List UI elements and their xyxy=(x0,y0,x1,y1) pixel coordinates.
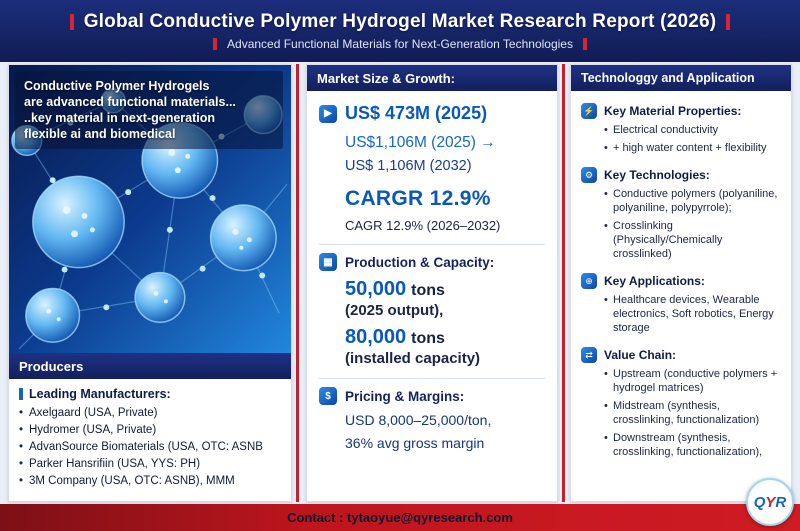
divider xyxy=(319,378,545,379)
logo-letter-r: R xyxy=(775,493,787,511)
flow-icon: ⇄ xyxy=(581,347,597,363)
technology-body: ⚡ Key Material Properties: Electrical co… xyxy=(571,91,791,459)
title-row: Global Conductive Polymer Hydrogel Marke… xyxy=(69,11,731,33)
section-material-properties: ⚡ Key Material Properties: Electrical co… xyxy=(581,103,781,155)
divider xyxy=(319,244,545,245)
tech-bullet: + high water content + flexibility xyxy=(604,141,781,155)
section-title-row: ⚡ Key Material Properties: xyxy=(581,103,781,119)
red-accent-bar xyxy=(726,14,731,30)
price-tag-icon: $ xyxy=(319,387,337,405)
producers-list: Leading Manufacturers: Axelgaard (USA, P… xyxy=(9,379,291,501)
section-key-technologies: ⚙ Key Technologies: Conductive polymers … xyxy=(581,167,781,261)
tech-bullet: Crosslinking (Physically/Chemically cros… xyxy=(604,219,781,261)
market-value-2032: US$ 1,106M (2032) xyxy=(345,158,472,174)
output-caption: (2025 output), xyxy=(345,302,444,319)
section-value-chain: ⇄ Value Chain: Upstream (conductive poly… xyxy=(581,347,781,459)
market-size-header: Market Size & Growth: xyxy=(307,65,557,91)
arrow-icon: ▶ xyxy=(319,104,337,123)
logo-letter-q: Q xyxy=(753,493,766,511)
hero-caption-line: flexible ai and biomedical xyxy=(24,127,176,141)
section-title: Value Chain: xyxy=(604,348,677,362)
list-item: Hydromer (USA, Private) xyxy=(19,422,281,439)
red-accent-bar xyxy=(213,38,218,50)
gear-icon: ⚙ xyxy=(581,167,597,183)
section-title-row: ⚙ Key Technologies: xyxy=(581,167,781,183)
divider xyxy=(296,64,299,502)
divider xyxy=(562,64,565,502)
tech-bullet: Midstream (synthesis, crosslinking, func… xyxy=(604,399,781,427)
market-size-body: ▶ US$ 473M (2025) US$1,106M (2025) → US$… xyxy=(307,91,557,451)
subtitle-row: Advanced Functional Materials for Next-G… xyxy=(213,37,587,51)
production-title-row: ▦ Production & Capacity: xyxy=(319,253,545,271)
output-quantity: 50,000 tons xyxy=(345,278,545,301)
market-value-row: ▶ US$ 473M (2025) xyxy=(319,103,545,124)
hero-caption-line: ..key material in next-generation xyxy=(24,111,216,125)
section-title-row: ⇄ Value Chain: xyxy=(581,347,781,363)
medical-cross-icon: ⊕ xyxy=(581,273,597,289)
section-title: Key Applications: xyxy=(604,274,705,288)
section-title-row: ⊕ Key Applications: xyxy=(581,273,781,289)
pricing-title-row: $ Pricing & Margins: xyxy=(319,387,545,405)
red-accent-bar xyxy=(582,38,587,50)
page-title: Global Conductive Polymer Hydrogel Marke… xyxy=(83,11,717,32)
technology-header: Technologgy and Application xyxy=(571,65,791,91)
production-icon: ▦ xyxy=(319,253,337,271)
section-title: Key Material Properties: xyxy=(604,104,742,118)
producers-header: Producers xyxy=(9,353,291,379)
capacity-value: 80,000 xyxy=(345,326,407,348)
tech-bullet: Electrical conductivity xyxy=(604,123,781,137)
section-title: Key Technologies: xyxy=(604,168,710,182)
market-size-panel: Market Size & Growth: ▶ US$ 473M (2025) … xyxy=(306,64,558,502)
section-key-applications: ⊕ Key Applications: Healthcare devices, … xyxy=(581,273,781,335)
pricing-range: USD 8,000–25,000/ton, xyxy=(345,412,492,428)
cagr-headline: CARGR 12.9% xyxy=(345,187,491,210)
pricing-margin: 36% avg gross margin xyxy=(345,435,485,451)
technology-panel: Technologgy and Application ⚡ Key Materi… xyxy=(570,64,792,502)
logo-letter-y: Y xyxy=(765,493,776,511)
output-value: 50,000 xyxy=(345,278,407,300)
tech-bullet: Conductive polymers (polyaniline, polyan… xyxy=(604,187,781,215)
list-item: Axelgaard (USA, Private) xyxy=(19,405,281,422)
list-item: AdvanSource Biomaterials (USA, OTC: ASNB xyxy=(19,439,281,456)
capacity-caption: (installed capacity) xyxy=(345,350,481,367)
manufacturers-heading-row: Leading Manufacturers: xyxy=(19,387,281,401)
production-title: Production & Capacity: xyxy=(345,254,495,270)
market-value-growth: US$1,106M (2025) → xyxy=(345,134,496,151)
capacity-unit: tons xyxy=(411,330,445,347)
report-header: Global Conductive Polymer Hydrogel Marke… xyxy=(0,0,800,62)
market-value-2025: US$ 473M (2025) xyxy=(345,103,488,123)
hero-panel: Conductive Polymer Hydrogels are advance… xyxy=(8,64,292,502)
pricing-title: Pricing & Margins: xyxy=(345,388,465,404)
output-unit: tons xyxy=(411,282,445,299)
lightning-icon: ⚡ xyxy=(581,103,597,119)
list-item: 3M Company (USA, OTC: ASNB), MMM xyxy=(19,473,281,490)
red-accent-bar xyxy=(69,14,74,30)
capacity-quantity: 80,000 tons xyxy=(345,326,545,349)
blue-accent-bar xyxy=(19,388,23,400)
hero-caption: Conductive Polymer Hydrogels are advance… xyxy=(15,71,283,149)
page-subtitle: Advanced Functional Materials for Next-G… xyxy=(227,37,573,51)
manufacturers-heading: Leading Manufacturers: xyxy=(29,387,171,401)
hero-caption-line: are advanced functional materials... xyxy=(24,95,236,109)
tech-bullet: Upstream (conductive polymers + hydrogel… xyxy=(604,367,781,395)
hero-media: Conductive Polymer Hydrogels are advance… xyxy=(9,65,291,353)
contact-banner: Contact : tytaoyue@qyresearch.com xyxy=(0,504,800,531)
list-item: Parker Hansrifiin (USA, YYS: PH) xyxy=(19,456,281,473)
hero-caption-line: Conductive Polymer Hydrogels xyxy=(24,79,210,93)
tech-bullet: Downstream (synthesis, crosslinking, fun… xyxy=(604,431,781,459)
contact-email: Contact : tytaoyue@qyresearch.com xyxy=(287,510,513,525)
cagr-detail: CAGR 12.9% (2026–2032) xyxy=(345,218,501,233)
tech-bullet: Healthcare devices, Wearable electronics… xyxy=(604,293,781,335)
